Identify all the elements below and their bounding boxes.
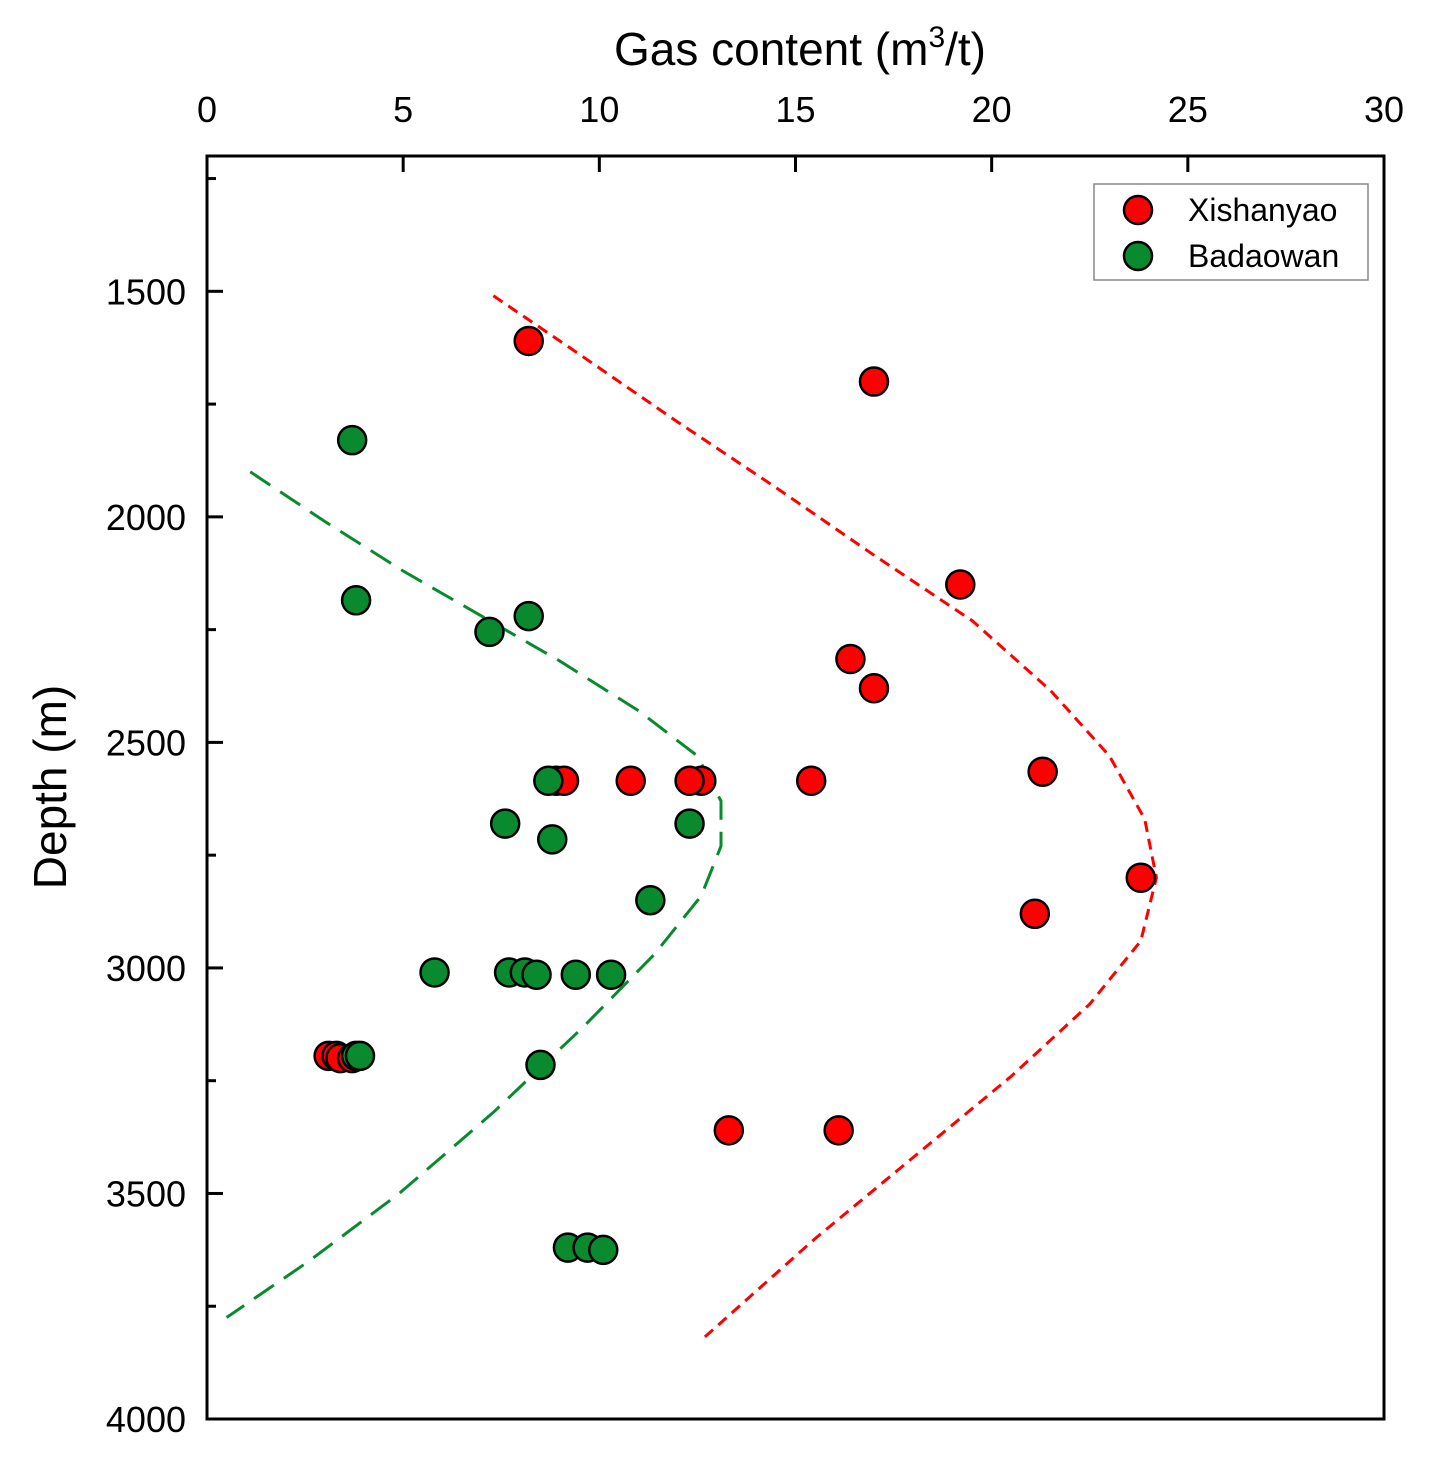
point-badaowan	[525, 1049, 556, 1081]
axis-ticks: 0 5 10 15 20 25 30 1500 2000 2500 3000 3500 4000	[106, 89, 1404, 1440]
point-xishanyao	[823, 1115, 854, 1146]
point-badaowan	[537, 824, 568, 855]
y-tick-label: 2500	[106, 722, 186, 763]
x-tick-label: 5	[393, 89, 413, 130]
point-badaowan	[521, 959, 552, 990]
y-tick-label: 4000	[106, 1399, 186, 1440]
x-tick-label: 15	[775, 89, 815, 130]
point-badaowan	[336, 424, 368, 456]
point-xishanyao	[674, 765, 705, 796]
data-points	[313, 325, 1157, 1266]
y-tick-label: 2000	[106, 497, 186, 538]
point-xishanyao	[1125, 862, 1157, 893]
x-tick-label: 20	[972, 89, 1012, 130]
y-tick-label: 3000	[106, 948, 186, 989]
point-badaowan	[344, 1040, 376, 1072]
legend-label-badaowan: Badaowan	[1188, 238, 1339, 274]
x-tick-label: 25	[1168, 89, 1208, 130]
point-xishanyao	[513, 325, 544, 357]
y-axis-title: Depth (m)	[24, 685, 76, 889]
point-xishanyao	[858, 673, 890, 704]
point-xishanyao	[835, 643, 866, 675]
point-xishanyao	[945, 569, 976, 600]
plot-frame	[205, 154, 1386, 1421]
point-badaowan	[595, 959, 627, 990]
point-badaowan	[489, 808, 521, 839]
point-badaowan	[340, 585, 372, 616]
point-xishanyao	[713, 1115, 745, 1146]
point-badaowan	[674, 808, 705, 839]
x-tick-label: 30	[1364, 89, 1404, 130]
legend: Xishanyao Badaowan	[1093, 183, 1369, 281]
x-tick-label: 10	[579, 89, 619, 130]
point-xishanyao	[795, 765, 827, 796]
point-badaowan	[474, 616, 505, 648]
point-badaowan	[560, 959, 592, 990]
point-xishanyao	[858, 366, 890, 397]
y-tick-label: 1500	[106, 271, 186, 312]
trendline-badaowan	[225, 470, 723, 1319]
x-axis-title-end: /t)	[945, 23, 986, 75]
point-badaowan	[635, 885, 666, 916]
point-badaowan	[533, 765, 564, 796]
y-tick-label: 3500	[106, 1173, 186, 1214]
legend-label-xishanyao: Xishanyao	[1188, 192, 1337, 228]
legend-marker-badaowan	[1122, 240, 1154, 272]
trendline-xishanyao	[492, 294, 1158, 1342]
x-axis-title: Gas content (m3/t)	[614, 21, 986, 75]
point-xishanyao	[615, 765, 646, 796]
x-axis-title-superscript: 3	[928, 21, 945, 54]
x-tick-label: 0	[197, 89, 217, 130]
point-badaowan	[588, 1234, 619, 1266]
x-axis-title-main: Gas content (m	[614, 23, 928, 75]
point-badaowan	[513, 600, 544, 632]
point-badaowan	[419, 957, 450, 988]
trendlines	[225, 294, 1158, 1342]
point-xishanyao	[1027, 756, 1058, 787]
point-xishanyao	[1019, 898, 1051, 930]
legend-marker-xishanyao	[1122, 194, 1154, 226]
